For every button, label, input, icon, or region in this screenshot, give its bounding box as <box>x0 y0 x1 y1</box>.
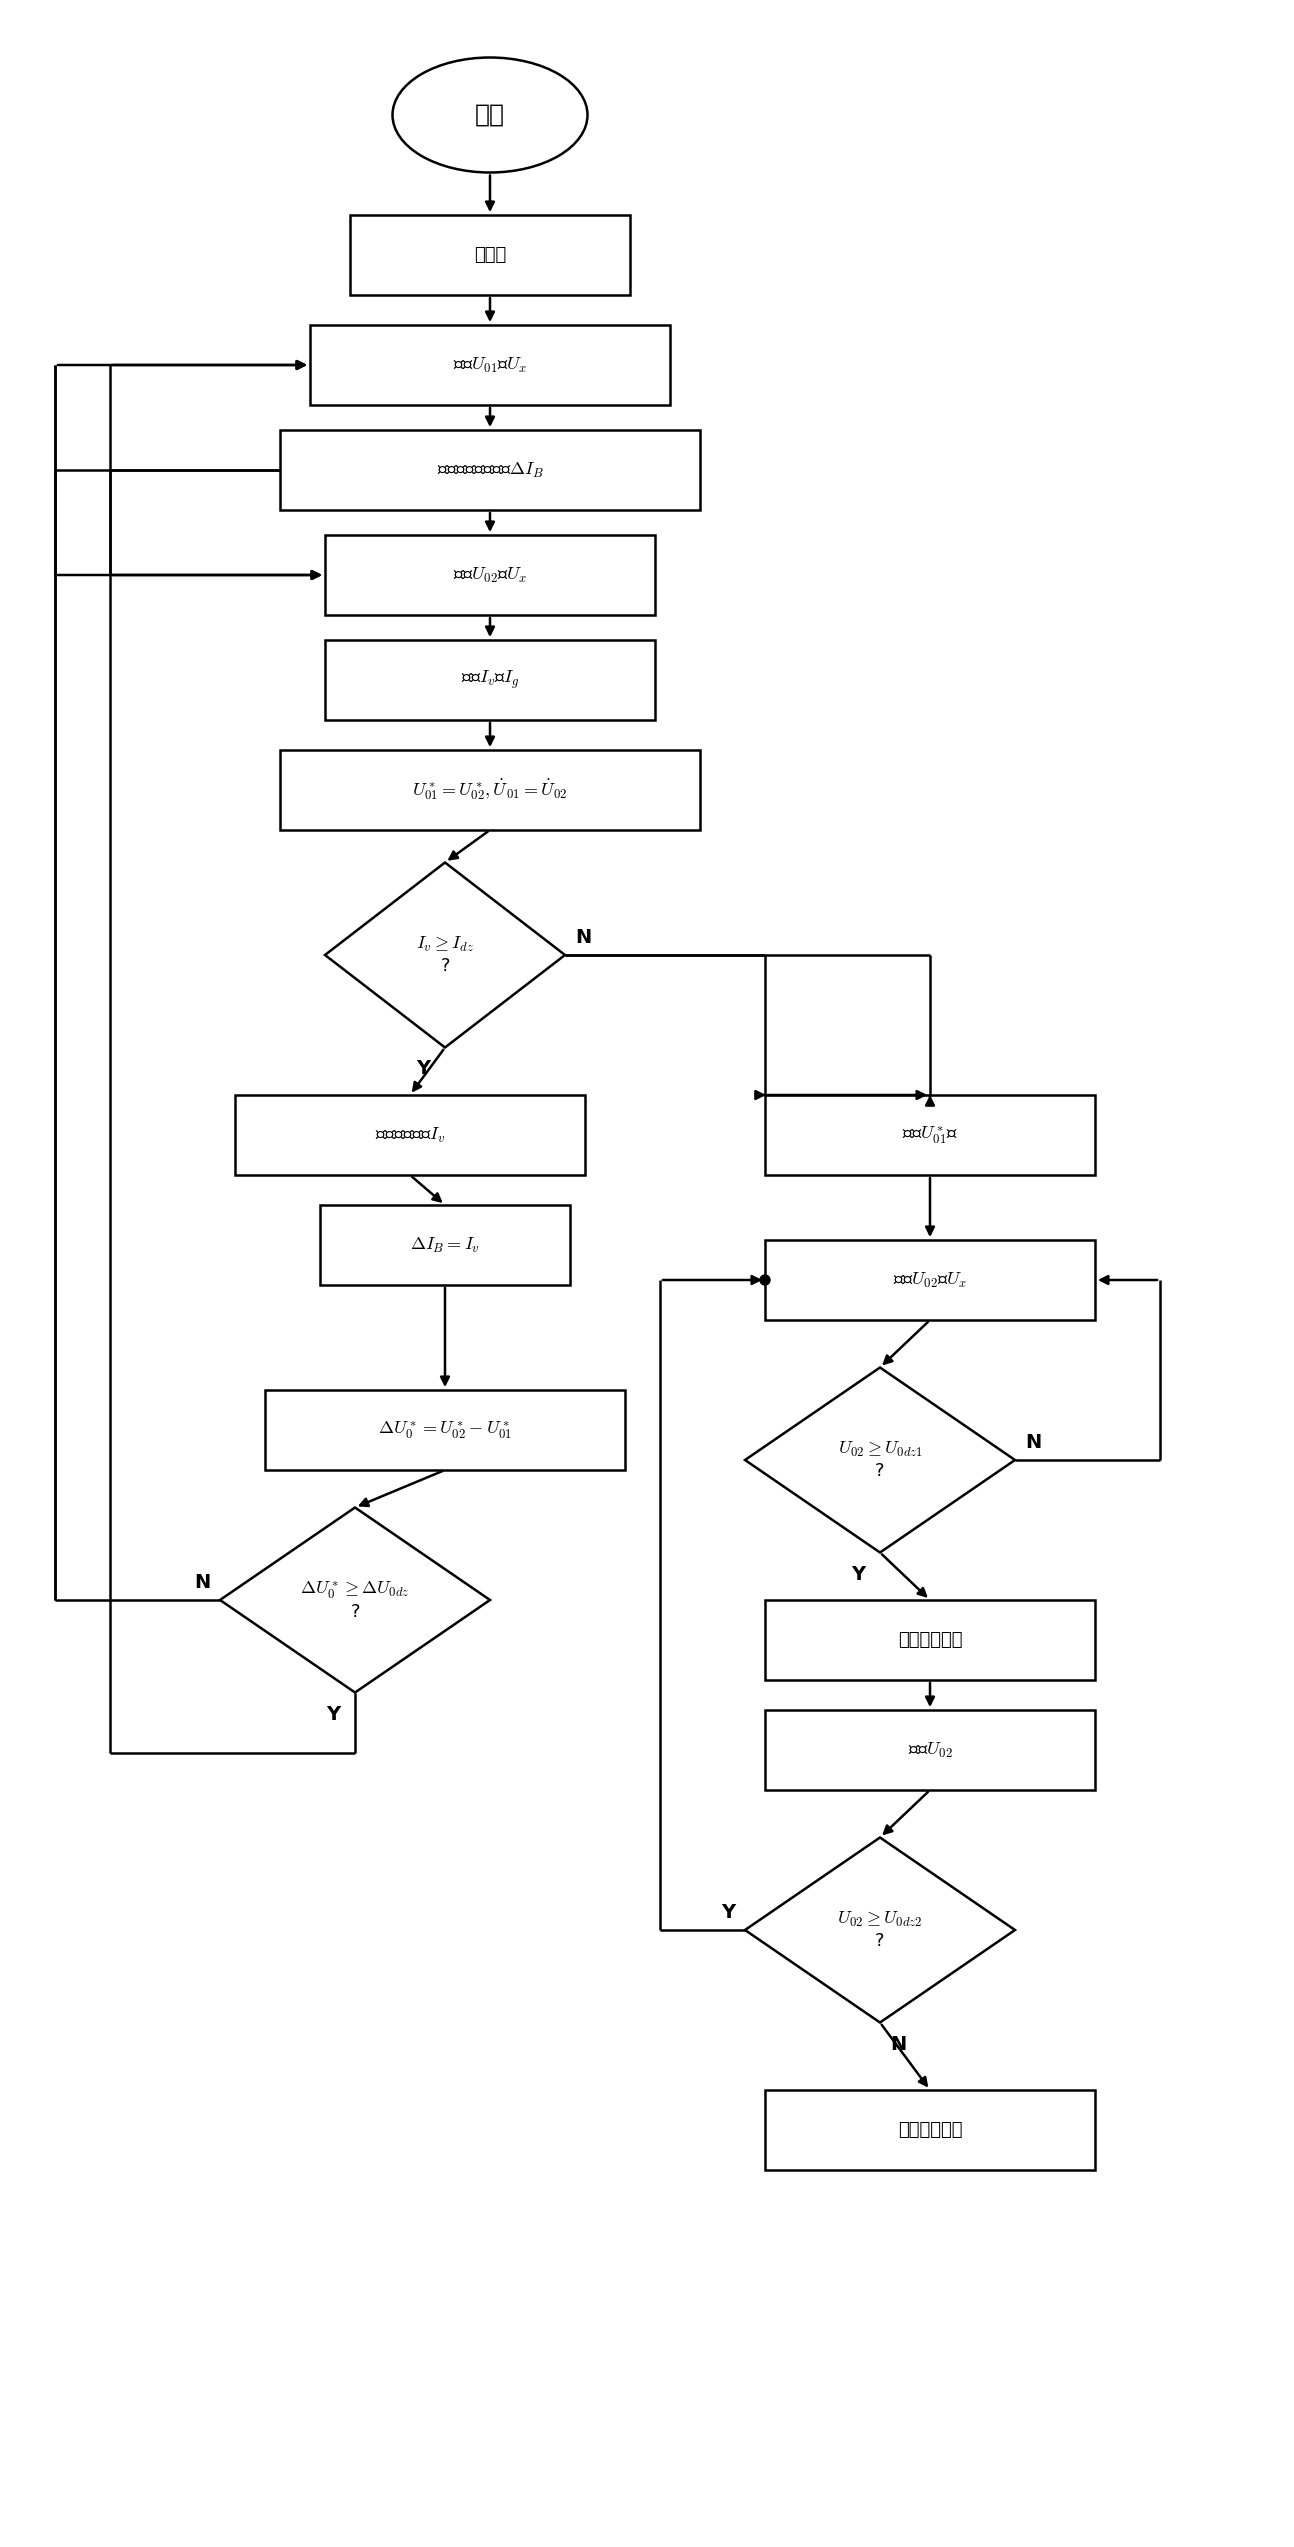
FancyBboxPatch shape <box>280 430 700 509</box>
Text: N: N <box>1025 1434 1042 1452</box>
Text: 投入阻尼电际: 投入阻尼电际 <box>898 2122 963 2139</box>
FancyBboxPatch shape <box>236 1095 585 1174</box>
Text: 测量$U_{01}$和$U_x$: 测量$U_{01}$和$U_x$ <box>453 357 527 374</box>
Text: $\Delta I_B=I_v$: $\Delta I_B=I_v$ <box>410 1235 480 1256</box>
Ellipse shape <box>392 59 587 173</box>
Text: Y: Y <box>415 1060 430 1077</box>
Text: Y: Y <box>326 1704 340 1724</box>
Text: 开机: 开机 <box>475 102 505 127</box>
Text: $\Delta U_0^*=U_{02}^*-U_{01}^*$: $\Delta U_0^*=U_{02}^*-U_{01}^*$ <box>378 1419 512 1442</box>
FancyBboxPatch shape <box>349 214 630 295</box>
Text: 测量$U_{02}$: 测量$U_{02}$ <box>907 1740 952 1760</box>
FancyBboxPatch shape <box>325 639 655 721</box>
FancyBboxPatch shape <box>311 326 670 405</box>
Text: 初始化: 初始化 <box>474 247 506 265</box>
Text: $I_v\geq I_{dz}$
?: $I_v\geq I_{dz}$ ? <box>415 935 474 976</box>
Text: $\Delta U_0^*\geq\Delta U_{0dz}$
?: $\Delta U_0^*\geq\Delta U_{0dz}$ ? <box>300 1579 410 1622</box>
Polygon shape <box>220 1508 490 1694</box>
Text: 增加输出补偿电流$\Delta I_B$: 增加输出补偿电流$\Delta I_B$ <box>436 461 543 479</box>
FancyBboxPatch shape <box>280 749 700 830</box>
Text: 计算$I_v$和$I_g$: 计算$I_v$和$I_g$ <box>461 670 519 690</box>
Text: $U_{02}\geq U_{0dz2}$
?: $U_{02}\geq U_{0dz2}$ ? <box>837 1910 923 1951</box>
Text: 测量$U_{02}$和$U_x$: 测量$U_{02}$和$U_x$ <box>453 565 527 583</box>
FancyBboxPatch shape <box>765 1600 1095 1681</box>
Text: N: N <box>194 1574 210 1592</box>
FancyBboxPatch shape <box>765 1095 1095 1174</box>
FancyBboxPatch shape <box>765 2091 1095 2170</box>
FancyBboxPatch shape <box>320 1205 569 1286</box>
Text: $U_{02}\geq U_{0dz1}$
?: $U_{02}\geq U_{0dz1}$ ? <box>837 1439 923 1480</box>
Circle shape <box>760 1276 770 1286</box>
Text: Y: Y <box>721 1903 735 1923</box>
Text: N: N <box>575 927 591 947</box>
Text: 记忆$U_{01}^*$値: 记忆$U_{01}^*$値 <box>902 1123 958 1146</box>
FancyBboxPatch shape <box>325 535 655 614</box>
FancyBboxPatch shape <box>765 1709 1095 1791</box>
Text: Y: Y <box>851 1564 864 1584</box>
Text: N: N <box>890 2035 906 2053</box>
FancyBboxPatch shape <box>765 1240 1095 1319</box>
FancyBboxPatch shape <box>265 1391 625 1470</box>
Polygon shape <box>745 1836 1014 2022</box>
Text: 输出补偿电流$I_v$: 输出补偿电流$I_v$ <box>375 1126 445 1144</box>
Text: 切除阻尼电际: 切除阻尼电际 <box>898 1630 963 1648</box>
Text: 测量$U_{02}$，$U_x$: 测量$U_{02}$，$U_x$ <box>893 1271 967 1289</box>
Polygon shape <box>745 1368 1014 1554</box>
Text: $U_{01}^*=U_{02}^*,\dot{U}_{01}=\dot{U}_{02}$: $U_{01}^*=U_{02}^*,\dot{U}_{01}=\dot{U}_… <box>413 777 568 802</box>
Polygon shape <box>325 863 565 1047</box>
